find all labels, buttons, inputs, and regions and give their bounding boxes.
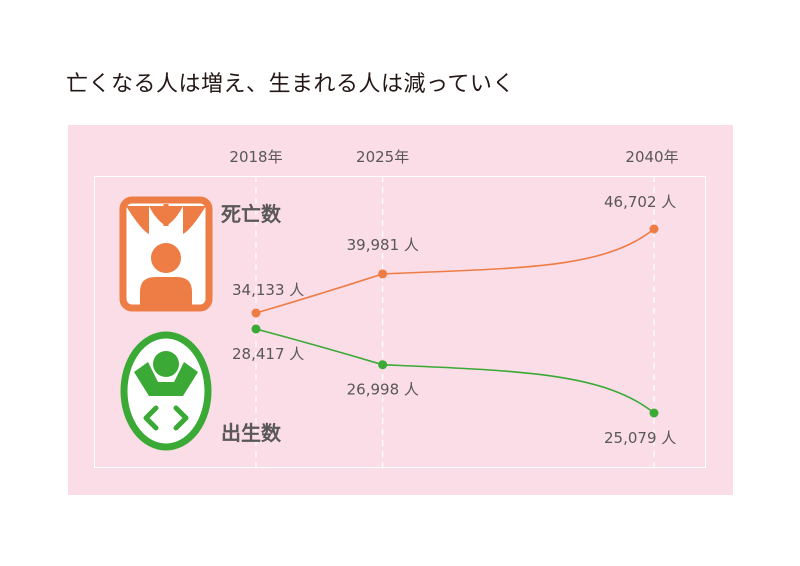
data-point-births-2040 bbox=[649, 408, 659, 418]
data-point-deaths-2040 bbox=[649, 224, 659, 234]
x-tick-label-2018: 2018年 bbox=[229, 148, 282, 166]
data-label-births-2040: 25,079 人 bbox=[604, 429, 676, 447]
data-label-births-2025: 26,998 人 bbox=[347, 381, 419, 399]
series-name-births: 出生数 bbox=[221, 421, 282, 445]
data-point-births-2018 bbox=[251, 324, 261, 334]
data-label-deaths-2018: 34,133 人 bbox=[232, 281, 304, 299]
data-label-deaths-2040: 46,702 人 bbox=[604, 193, 676, 211]
x-tick-label-2025: 2025年 bbox=[356, 148, 409, 166]
data-point-births-2025 bbox=[378, 360, 388, 370]
series-name-deaths: 死亡数 bbox=[221, 202, 282, 226]
baby-oval-icon bbox=[120, 331, 212, 451]
plot-frame bbox=[94, 176, 706, 468]
chart-title: 亡くなる人は増え、生まれる人は減っていく bbox=[66, 72, 515, 97]
data-label-deaths-2025: 39,981 人 bbox=[347, 236, 419, 254]
data-point-deaths-2018 bbox=[251, 308, 261, 318]
person-in-curtain-frame-icon bbox=[119, 196, 213, 312]
data-point-deaths-2025 bbox=[378, 269, 388, 279]
series-line-deaths bbox=[255, 228, 655, 314]
data-label-births-2018: 28,417 人 bbox=[232, 345, 304, 363]
series-line-births bbox=[255, 328, 655, 414]
x-tick-label-2040: 2040年 bbox=[625, 148, 678, 166]
